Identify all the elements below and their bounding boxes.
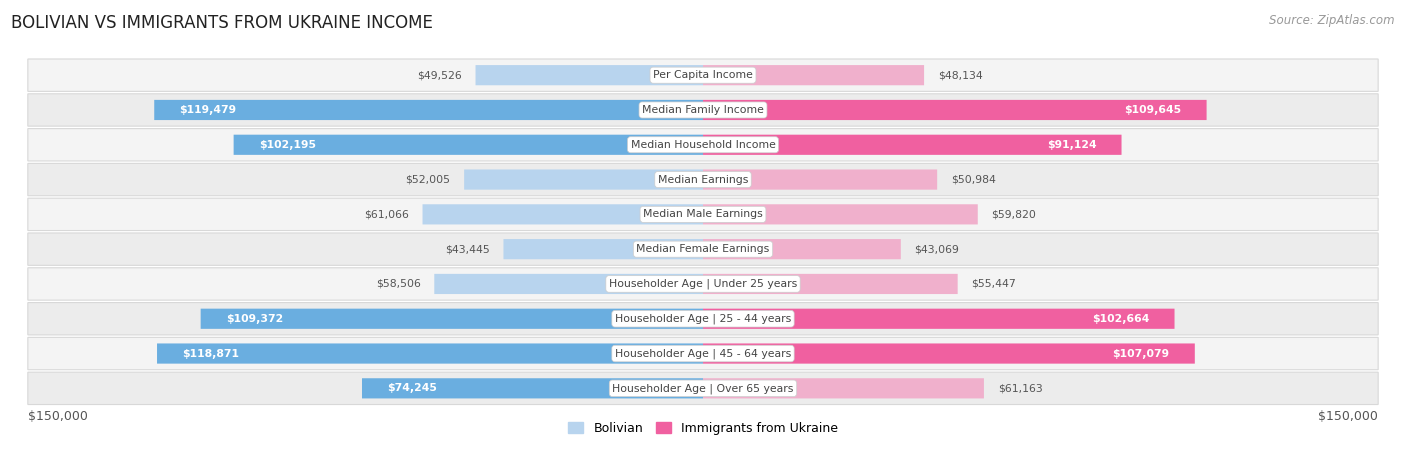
FancyBboxPatch shape xyxy=(703,170,938,190)
Text: $119,479: $119,479 xyxy=(180,105,236,115)
FancyBboxPatch shape xyxy=(28,337,1378,370)
FancyBboxPatch shape xyxy=(28,268,1378,300)
FancyBboxPatch shape xyxy=(703,65,924,85)
FancyBboxPatch shape xyxy=(201,309,703,329)
Text: Source: ZipAtlas.com: Source: ZipAtlas.com xyxy=(1270,14,1395,27)
FancyBboxPatch shape xyxy=(703,274,957,294)
Text: $43,445: $43,445 xyxy=(444,244,489,254)
Text: $118,871: $118,871 xyxy=(183,348,239,359)
Text: Householder Age | 45 - 64 years: Householder Age | 45 - 64 years xyxy=(614,348,792,359)
Text: $150,000: $150,000 xyxy=(1319,410,1378,423)
Text: $102,195: $102,195 xyxy=(259,140,316,150)
FancyBboxPatch shape xyxy=(503,239,703,259)
Text: Householder Age | Under 25 years: Householder Age | Under 25 years xyxy=(609,279,797,289)
Text: Median Male Earnings: Median Male Earnings xyxy=(643,209,763,219)
FancyBboxPatch shape xyxy=(28,128,1378,161)
Text: Per Capita Income: Per Capita Income xyxy=(652,70,754,80)
Text: $74,245: $74,245 xyxy=(387,383,437,393)
Text: Median Female Earnings: Median Female Earnings xyxy=(637,244,769,254)
Text: Median Earnings: Median Earnings xyxy=(658,175,748,184)
Text: $109,372: $109,372 xyxy=(226,314,283,324)
FancyBboxPatch shape xyxy=(28,198,1378,231)
FancyBboxPatch shape xyxy=(703,134,1122,155)
FancyBboxPatch shape xyxy=(28,163,1378,196)
Text: Median Family Income: Median Family Income xyxy=(643,105,763,115)
Text: $61,066: $61,066 xyxy=(364,209,409,219)
Text: Householder Age | 25 - 44 years: Householder Age | 25 - 44 years xyxy=(614,313,792,324)
Text: $50,984: $50,984 xyxy=(950,175,995,184)
FancyBboxPatch shape xyxy=(28,233,1378,265)
Text: $61,163: $61,163 xyxy=(998,383,1042,393)
FancyBboxPatch shape xyxy=(703,343,1195,364)
FancyBboxPatch shape xyxy=(703,378,984,398)
FancyBboxPatch shape xyxy=(703,204,977,225)
Legend: Bolivian, Immigrants from Ukraine: Bolivian, Immigrants from Ukraine xyxy=(568,422,838,435)
FancyBboxPatch shape xyxy=(703,239,901,259)
FancyBboxPatch shape xyxy=(703,309,1174,329)
FancyBboxPatch shape xyxy=(423,204,703,225)
Text: $52,005: $52,005 xyxy=(405,175,450,184)
FancyBboxPatch shape xyxy=(28,303,1378,335)
Text: $107,079: $107,079 xyxy=(1112,348,1170,359)
Text: $59,820: $59,820 xyxy=(991,209,1036,219)
FancyBboxPatch shape xyxy=(361,378,703,398)
Text: $48,134: $48,134 xyxy=(938,70,983,80)
Text: $150,000: $150,000 xyxy=(28,410,87,423)
FancyBboxPatch shape xyxy=(157,343,703,364)
FancyBboxPatch shape xyxy=(434,274,703,294)
FancyBboxPatch shape xyxy=(28,94,1378,126)
Text: Householder Age | Over 65 years: Householder Age | Over 65 years xyxy=(612,383,794,394)
Text: $58,506: $58,506 xyxy=(375,279,420,289)
Text: $109,645: $109,645 xyxy=(1125,105,1181,115)
Text: $91,124: $91,124 xyxy=(1046,140,1097,150)
FancyBboxPatch shape xyxy=(28,372,1378,404)
FancyBboxPatch shape xyxy=(475,65,703,85)
Text: Median Household Income: Median Household Income xyxy=(630,140,776,150)
FancyBboxPatch shape xyxy=(155,100,703,120)
FancyBboxPatch shape xyxy=(703,100,1206,120)
Text: $55,447: $55,447 xyxy=(972,279,1017,289)
Text: BOLIVIAN VS IMMIGRANTS FROM UKRAINE INCOME: BOLIVIAN VS IMMIGRANTS FROM UKRAINE INCO… xyxy=(11,14,433,32)
FancyBboxPatch shape xyxy=(464,170,703,190)
FancyBboxPatch shape xyxy=(233,134,703,155)
Text: $49,526: $49,526 xyxy=(418,70,461,80)
Text: $102,664: $102,664 xyxy=(1092,314,1149,324)
Text: $43,069: $43,069 xyxy=(914,244,959,254)
FancyBboxPatch shape xyxy=(28,59,1378,92)
